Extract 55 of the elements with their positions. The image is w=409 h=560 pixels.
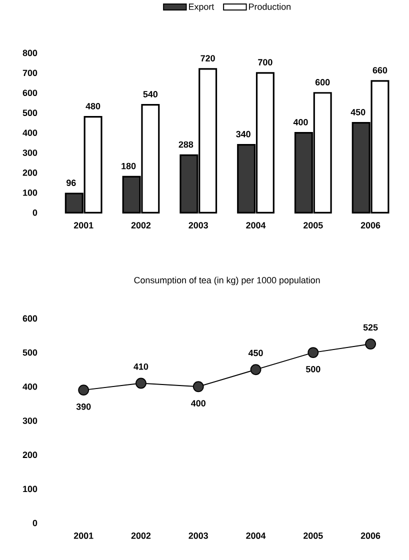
y-tick-label: 200 (22, 170, 37, 176)
y-tick-label: 800 (22, 50, 37, 56)
x-tick-label: 2001 (74, 222, 94, 228)
data-label: 480 (86, 103, 100, 110)
x-tick-label: 2001 (74, 532, 94, 539)
y-tick-label: 400 (22, 383, 37, 390)
x-tick-label: 2003 (188, 532, 208, 539)
x-tick-label: 2002 (131, 532, 150, 539)
data-label: 180 (122, 162, 136, 170)
data-label: 340 (236, 130, 250, 138)
data-label: 288 (178, 141, 194, 148)
data-label: 600 (315, 79, 330, 86)
data-label: 410 (134, 363, 148, 370)
x-tick-label: 2004 (246, 222, 266, 228)
y-tick-label: 400 (22, 130, 37, 136)
data-label: 700 (258, 59, 272, 66)
y-tick-label: 500 (22, 110, 37, 116)
x-tick-label: 2004 (246, 532, 266, 539)
data-label: 540 (143, 91, 158, 98)
data-label: 400 (190, 400, 206, 406)
x-tick-label: 2003 (188, 222, 208, 228)
y-tick-label: 300 (22, 418, 37, 424)
data-label: 96 (66, 180, 76, 186)
data-label: 525 (363, 324, 378, 331)
legend-label: Export (188, 4, 214, 12)
x-tick-label: 2006 (360, 222, 380, 228)
y-tick-label: 600 (22, 315, 37, 322)
point (135, 378, 146, 389)
legend-label: Production (248, 3, 290, 10)
data-label: 400 (293, 118, 308, 126)
point (308, 347, 319, 358)
y-tick-label: 0 (32, 520, 37, 526)
y-tick-label: 100 (22, 486, 37, 492)
point (78, 384, 89, 396)
data-label: 450 (350, 108, 366, 116)
chart-title: Consumption of tea (in kg) per 1000 population (134, 276, 320, 286)
x-tick-label: 2005 (303, 532, 323, 539)
y-tick-label: 700 (22, 70, 37, 76)
point (250, 364, 262, 376)
y-tick-label: 200 (22, 452, 37, 458)
y-tick-label: 600 (22, 90, 37, 96)
data-label: 450 (248, 350, 263, 356)
data-label: 720 (200, 55, 215, 62)
x-tick-label: 2006 (360, 532, 380, 539)
y-tick-label: 500 (22, 349, 37, 356)
x-tick-label: 2005 (303, 222, 323, 228)
y-tick-label: 100 (22, 190, 37, 196)
x-tick-label: 2002 (131, 222, 150, 228)
y-tick-label: 300 (22, 150, 37, 156)
data-label: 500 (306, 366, 320, 372)
point (364, 338, 376, 350)
data-label: 390 (76, 404, 91, 410)
point (192, 381, 204, 392)
data-label: 660 (372, 67, 387, 74)
y-tick-label: 0 (32, 209, 37, 216)
